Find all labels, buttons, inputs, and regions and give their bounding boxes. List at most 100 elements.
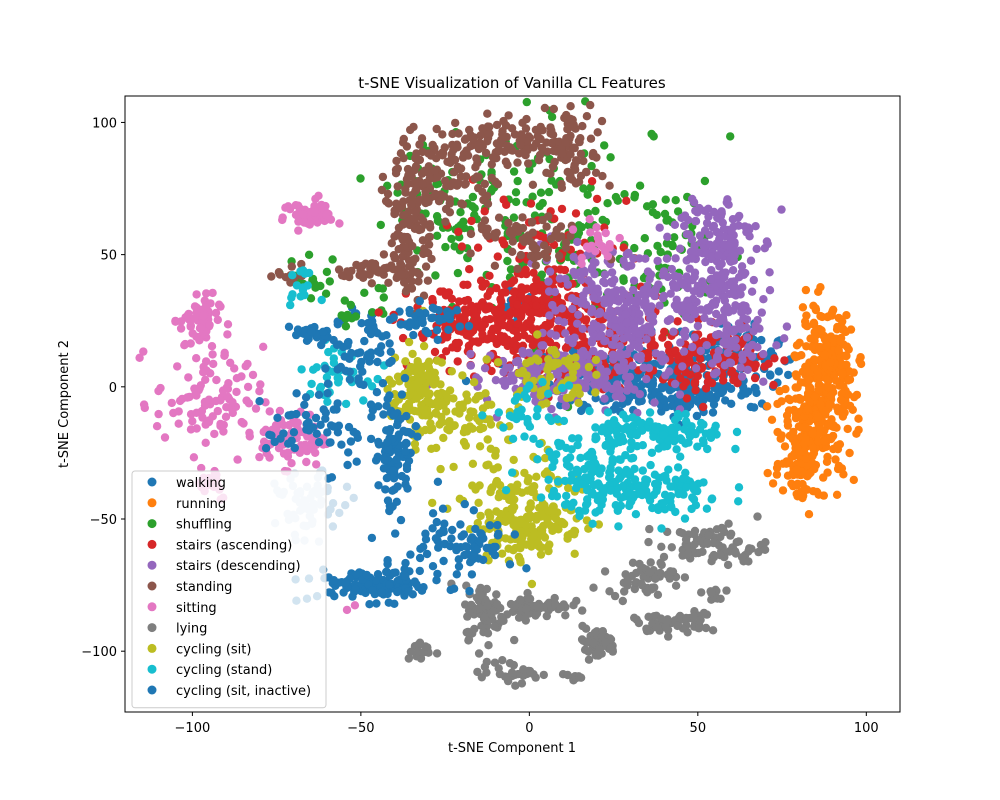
data-point xyxy=(591,388,600,397)
data-point xyxy=(678,362,687,371)
data-point xyxy=(432,397,442,406)
data-point xyxy=(508,468,517,477)
data-point xyxy=(578,324,587,333)
data-point xyxy=(267,272,276,281)
data-point xyxy=(201,438,210,447)
data-point xyxy=(508,247,517,256)
data-point xyxy=(192,424,201,433)
data-point xyxy=(410,439,420,449)
data-point xyxy=(635,309,644,319)
data-point xyxy=(573,237,582,247)
data-point xyxy=(573,440,582,450)
data-point xyxy=(378,284,387,293)
data-point xyxy=(716,532,725,542)
data-point xyxy=(529,282,538,292)
data-point xyxy=(288,290,297,299)
data-point xyxy=(432,443,441,453)
data-point xyxy=(398,333,408,343)
series-4 xyxy=(406,194,792,422)
data-point xyxy=(406,125,415,135)
data-point xyxy=(732,343,741,352)
data-point xyxy=(529,143,538,152)
data-point xyxy=(507,496,517,505)
data-point xyxy=(662,403,671,412)
data-point xyxy=(499,195,508,204)
data-point xyxy=(542,253,552,262)
data-point xyxy=(641,297,650,306)
data-point xyxy=(644,612,653,621)
data-point xyxy=(514,410,523,419)
data-point xyxy=(341,399,351,409)
data-point xyxy=(185,392,194,402)
data-point xyxy=(552,450,561,459)
data-point xyxy=(824,383,833,392)
data-point xyxy=(525,666,535,676)
data-point xyxy=(659,267,669,276)
data-point xyxy=(493,463,502,472)
data-point xyxy=(664,340,673,350)
data-point xyxy=(357,319,366,328)
data-point xyxy=(768,479,778,488)
data-point xyxy=(770,354,779,363)
data-point xyxy=(524,231,533,240)
data-point xyxy=(421,198,430,208)
data-point xyxy=(562,393,572,403)
data-point xyxy=(528,192,537,201)
data-point xyxy=(490,622,499,631)
data-point xyxy=(587,177,597,186)
data-point xyxy=(511,188,521,197)
data-point xyxy=(597,331,606,340)
data-point xyxy=(702,218,712,228)
data-point xyxy=(466,249,475,258)
data-point xyxy=(251,404,261,413)
data-point xyxy=(542,611,551,621)
data-point xyxy=(597,116,607,126)
data-point xyxy=(440,192,449,201)
data-point xyxy=(432,124,441,134)
data-point xyxy=(135,353,144,362)
data-point xyxy=(396,259,405,268)
data-point xyxy=(667,426,676,435)
data-point xyxy=(671,196,680,205)
data-point xyxy=(379,293,388,302)
data-point xyxy=(737,262,747,271)
data-point xyxy=(563,534,572,543)
data-point xyxy=(704,212,713,221)
data-point xyxy=(360,270,369,279)
data-point xyxy=(481,279,490,288)
data-point xyxy=(662,239,672,248)
data-point xyxy=(192,354,201,363)
data-point xyxy=(651,422,660,431)
data-point xyxy=(608,384,617,394)
data-point xyxy=(646,380,656,390)
data-point xyxy=(681,535,691,544)
data-point xyxy=(545,267,555,276)
data-point xyxy=(442,407,451,416)
data-point xyxy=(223,320,233,329)
data-point xyxy=(728,289,738,299)
data-point xyxy=(451,338,461,348)
data-point xyxy=(606,486,615,495)
data-point xyxy=(481,148,491,158)
data-point xyxy=(704,531,713,540)
data-point xyxy=(474,649,484,658)
data-point xyxy=(510,635,519,645)
data-point xyxy=(460,135,470,144)
data-point xyxy=(700,313,709,323)
data-point xyxy=(633,353,642,362)
data-point xyxy=(623,577,632,586)
data-point xyxy=(762,237,772,246)
data-point xyxy=(628,558,638,567)
data-point xyxy=(200,397,210,407)
data-point xyxy=(556,222,566,231)
data-point xyxy=(586,183,595,192)
data-point xyxy=(834,346,843,355)
data-point xyxy=(232,387,241,397)
data-point xyxy=(660,355,670,364)
data-point xyxy=(516,595,525,604)
data-point xyxy=(189,453,199,462)
data-point xyxy=(741,389,751,398)
data-point xyxy=(400,564,409,574)
data-point xyxy=(521,302,530,311)
data-point xyxy=(688,194,697,204)
